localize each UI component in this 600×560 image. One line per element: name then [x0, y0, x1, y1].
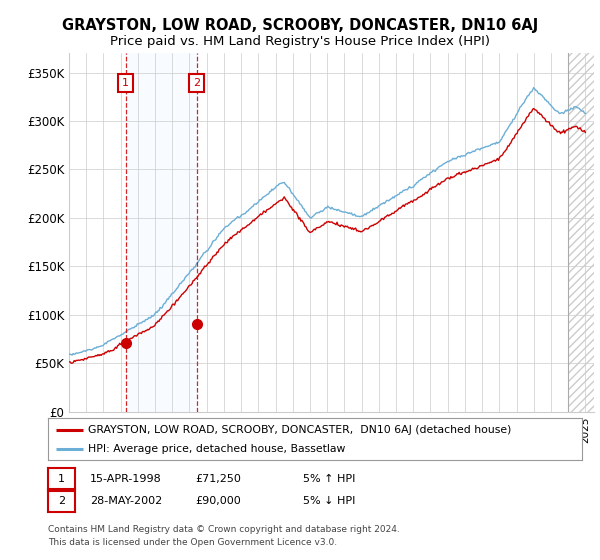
Text: Contains HM Land Registry data © Crown copyright and database right 2024.
This d: Contains HM Land Registry data © Crown c… — [48, 525, 400, 547]
Text: £71,250: £71,250 — [195, 474, 241, 484]
Text: 1: 1 — [122, 78, 129, 88]
Text: HPI: Average price, detached house, Bassetlaw: HPI: Average price, detached house, Bass… — [88, 444, 346, 454]
Bar — [568, 24, 600, 412]
Text: 1: 1 — [58, 474, 65, 484]
Text: 28-MAY-2002: 28-MAY-2002 — [90, 496, 162, 506]
Text: 5% ↑ HPI: 5% ↑ HPI — [303, 474, 355, 484]
Text: 2: 2 — [193, 78, 200, 88]
Text: GRAYSTON, LOW ROAD, SCROOBY, DONCASTER,  DN10 6AJ (detached house): GRAYSTON, LOW ROAD, SCROOBY, DONCASTER, … — [88, 424, 511, 435]
Text: Price paid vs. HM Land Registry's House Price Index (HPI): Price paid vs. HM Land Registry's House … — [110, 35, 490, 49]
Text: £90,000: £90,000 — [195, 496, 241, 506]
Text: GRAYSTON, LOW ROAD, SCROOBY, DONCASTER, DN10 6AJ: GRAYSTON, LOW ROAD, SCROOBY, DONCASTER, … — [62, 18, 538, 32]
Bar — [125, 53, 197, 412]
Bar — [568, 53, 600, 412]
Text: 15-APR-1998: 15-APR-1998 — [90, 474, 162, 484]
Text: 2: 2 — [58, 496, 65, 506]
Text: 5% ↓ HPI: 5% ↓ HPI — [303, 496, 355, 506]
